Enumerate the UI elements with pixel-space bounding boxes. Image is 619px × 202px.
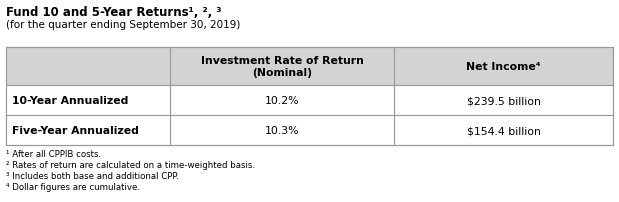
Bar [6, 86, 613, 115]
Text: ³ Includes both base and additional CPP.: ³ Includes both base and additional CPP. [6, 171, 179, 180]
Text: ¹ After all CPPIB costs.: ¹ After all CPPIB costs. [6, 149, 101, 158]
Text: ² Rates of return are calculated on a time-weighted basis.: ² Rates of return are calculated on a ti… [6, 160, 255, 169]
Bar [6, 48, 613, 86]
Text: $154.4 billion: $154.4 billion [467, 125, 540, 135]
Bar [6, 115, 613, 145]
Bar [6, 48, 613, 145]
Text: $239.5 billion: $239.5 billion [467, 96, 540, 105]
Text: ⁴ Dollar figures are cumulative.: ⁴ Dollar figures are cumulative. [6, 182, 140, 191]
Text: (for the quarter ending September 30, 2019): (for the quarter ending September 30, 20… [6, 20, 240, 30]
Text: Five-Year Annualized: Five-Year Annualized [12, 125, 139, 135]
Text: 10.3%: 10.3% [265, 125, 300, 135]
Text: Fund 10 and 5-Year Returns¹, ², ³: Fund 10 and 5-Year Returns¹, ², ³ [6, 6, 222, 19]
Text: Net Income⁴: Net Income⁴ [467, 62, 541, 72]
Text: Investment Rate of Return
(Nominal): Investment Rate of Return (Nominal) [201, 56, 363, 77]
Text: 10.2%: 10.2% [265, 96, 300, 105]
Text: 10-Year Annualized: 10-Year Annualized [12, 96, 128, 105]
